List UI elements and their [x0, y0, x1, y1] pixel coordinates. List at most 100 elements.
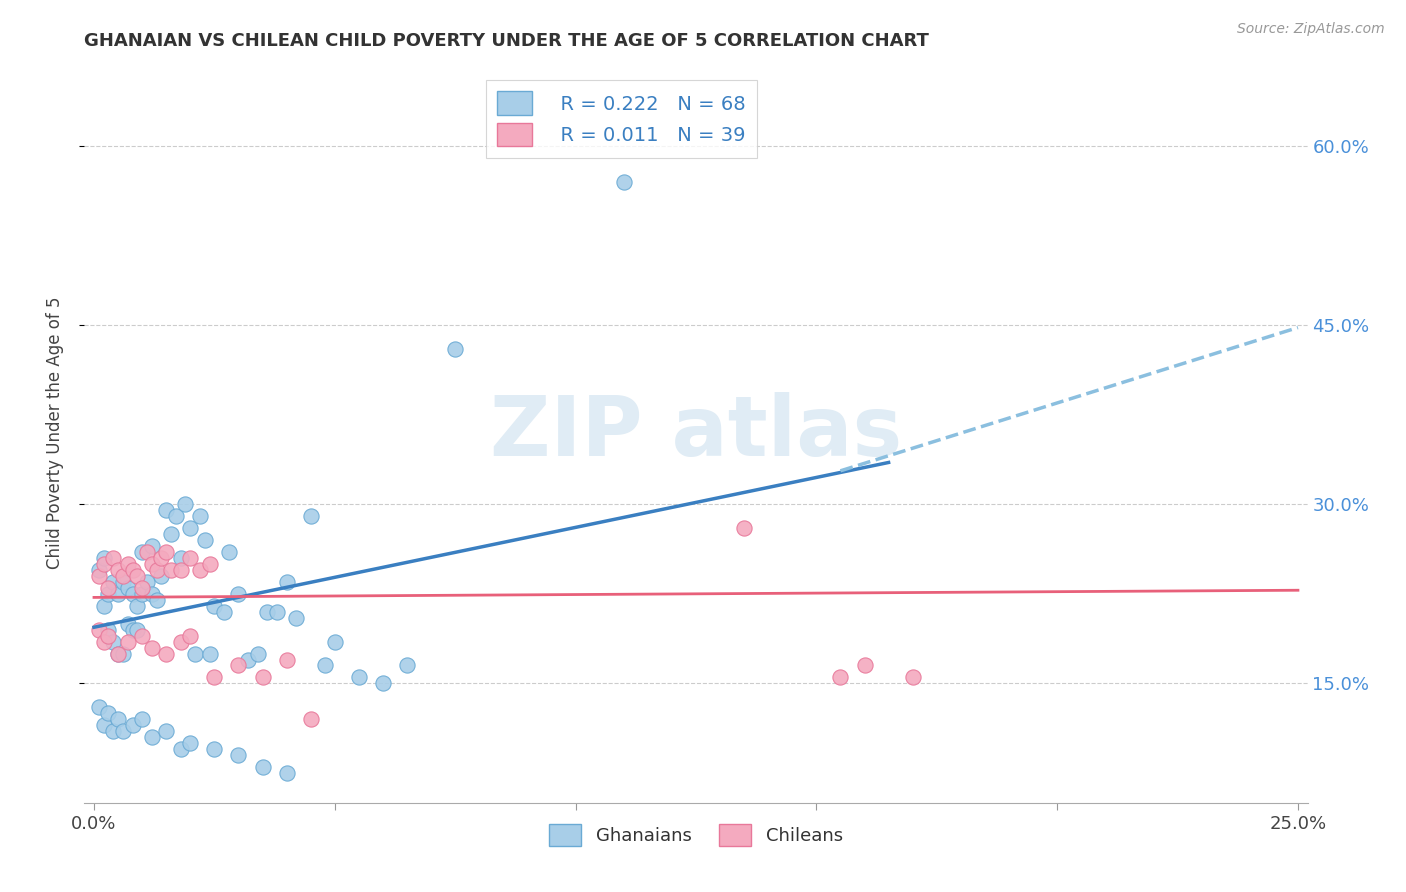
Point	[127, 599, 149, 613]
Point	[97, 706, 120, 721]
Point	[444, 342, 467, 356]
Point	[160, 527, 183, 541]
Point	[613, 175, 636, 189]
Point	[184, 647, 207, 661]
Point	[179, 521, 201, 535]
Point	[121, 718, 143, 732]
Point	[103, 574, 125, 589]
Point	[107, 647, 129, 661]
Point	[830, 670, 852, 684]
Point	[131, 581, 153, 595]
Point	[111, 574, 134, 589]
Point	[202, 599, 225, 613]
Point	[141, 539, 163, 553]
Point	[314, 658, 336, 673]
Point	[179, 736, 201, 750]
Point	[141, 640, 163, 655]
Point	[170, 634, 193, 648]
Y-axis label: Child Poverty Under the Age of 5: Child Poverty Under the Age of 5	[45, 296, 63, 569]
Point	[121, 623, 143, 637]
Point	[299, 509, 322, 524]
Point	[103, 724, 125, 739]
Point	[276, 766, 298, 780]
Point	[136, 574, 159, 589]
Point	[246, 647, 269, 661]
Point	[228, 658, 250, 673]
Point	[93, 599, 115, 613]
Point	[117, 581, 139, 595]
Point	[131, 545, 153, 559]
Point	[155, 545, 177, 559]
Point	[170, 563, 193, 577]
Point	[853, 658, 876, 673]
Point	[141, 730, 163, 744]
Text: ZIP atlas: ZIP atlas	[489, 392, 903, 473]
Point	[299, 712, 322, 726]
Point	[121, 587, 143, 601]
Point	[107, 587, 129, 601]
Point	[131, 712, 153, 726]
Point	[111, 569, 134, 583]
Point	[236, 652, 259, 666]
Point	[188, 509, 211, 524]
Point	[87, 623, 110, 637]
Point	[141, 557, 163, 571]
Point	[323, 634, 346, 648]
Text: GHANAIAN VS CHILEAN CHILD POVERTY UNDER THE AGE OF 5 CORRELATION CHART: GHANAIAN VS CHILEAN CHILD POVERTY UNDER …	[84, 32, 929, 50]
Point	[266, 605, 288, 619]
Point	[107, 712, 129, 726]
Point	[198, 557, 221, 571]
Point	[111, 724, 134, 739]
Point	[276, 574, 298, 589]
Point	[733, 521, 755, 535]
Point	[145, 592, 167, 607]
Point	[136, 545, 159, 559]
Point	[174, 497, 197, 511]
Point	[93, 634, 115, 648]
Point	[155, 647, 177, 661]
Point	[117, 634, 139, 648]
Point	[117, 557, 139, 571]
Point	[228, 587, 250, 601]
Point	[127, 569, 149, 583]
Point	[165, 509, 187, 524]
Point	[212, 605, 235, 619]
Point	[276, 652, 298, 666]
Point	[901, 670, 924, 684]
Point	[127, 623, 149, 637]
Point	[117, 616, 139, 631]
Point	[107, 647, 129, 661]
Point	[141, 587, 163, 601]
Point	[252, 670, 274, 684]
Text: Source: ZipAtlas.com: Source: ZipAtlas.com	[1237, 22, 1385, 37]
Point	[107, 563, 129, 577]
Point	[155, 503, 177, 517]
Point	[252, 760, 274, 774]
Point	[179, 629, 201, 643]
Point	[97, 629, 120, 643]
Point	[103, 551, 125, 566]
Point	[87, 569, 110, 583]
Point	[228, 747, 250, 762]
Point	[131, 629, 153, 643]
Point	[131, 587, 153, 601]
Point	[93, 557, 115, 571]
Point	[179, 551, 201, 566]
Point	[202, 670, 225, 684]
Point	[198, 647, 221, 661]
Point	[145, 563, 167, 577]
Point	[170, 551, 193, 566]
Point	[93, 718, 115, 732]
Point	[93, 551, 115, 566]
Legend: Ghanaians, Chileans: Ghanaians, Chileans	[541, 816, 851, 853]
Point	[155, 724, 177, 739]
Point	[202, 742, 225, 756]
Point	[87, 700, 110, 714]
Point	[160, 563, 183, 577]
Point	[97, 623, 120, 637]
Point	[97, 581, 120, 595]
Point	[188, 563, 211, 577]
Point	[111, 647, 134, 661]
Point	[150, 569, 173, 583]
Point	[347, 670, 370, 684]
